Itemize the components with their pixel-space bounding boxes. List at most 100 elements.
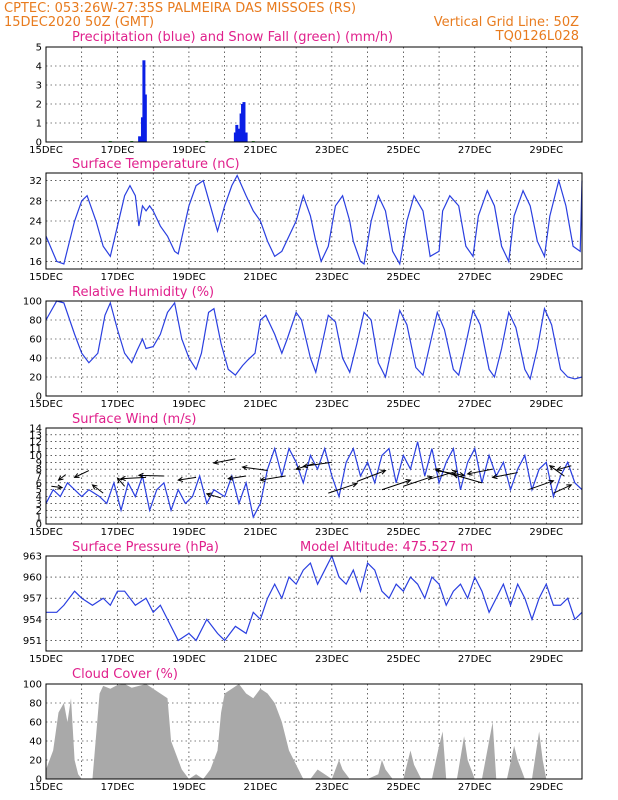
humidity-ytick-label: 100 (23, 297, 42, 308)
humidity-marks: 0 20 40 60 80 100 15DEC 17DEC 19DEC 21DEC 23DEC 25D… (23, 297, 583, 410)
wind-vector-head (57, 475, 64, 481)
precipitation-bar (143, 94, 147, 142)
wind-vector (57, 474, 66, 481)
precipitation-frame (45, 46, 583, 143)
wind-xtick-label: 21DEC (244, 527, 278, 538)
precipitation-ytick-label: 5 (36, 43, 42, 54)
temperature-ytick-label: 24 (29, 217, 42, 228)
wind-frame (45, 427, 583, 525)
wind-vector (227, 475, 247, 481)
cloud-xtick-label: 19DEC (172, 782, 206, 793)
humidity-xtick-label: 29DEC (529, 399, 563, 410)
precipitation-bar (235, 124, 239, 142)
wind-vector (466, 468, 493, 476)
wind-vector (91, 484, 104, 494)
precipitation-xtick-label: 29DEC (529, 145, 563, 156)
temperature-xtick-label: 25DEC (386, 272, 420, 283)
precipitation-xtick-label: 27DEC (458, 145, 492, 156)
cloud-xtick-label: 27DEC (458, 782, 492, 793)
wind-xtick-label: 17DEC (101, 527, 135, 538)
temperature-ytick-label: 16 (29, 257, 42, 268)
temperature-xtick-label: 19DEC (172, 272, 206, 283)
wind-line (45, 441, 583, 519)
humidity-xtick-label: 23DEC (315, 399, 349, 410)
wind-vector (328, 482, 358, 494)
humidity-line (45, 300, 583, 381)
wind-vector-head (73, 473, 80, 478)
pressure-ytick-label: 960 (23, 573, 42, 584)
wind-vector (435, 470, 466, 478)
wind-vector-shaft (74, 470, 90, 478)
pressure-xtick-label: 21DEC (244, 654, 278, 665)
wind-ytick-label: 4 (36, 492, 42, 503)
precipitation-ytick-label: 3 (36, 81, 42, 92)
wind-vector (548, 465, 565, 477)
humidity-xtick-label: 15DEC (29, 399, 63, 410)
precipitation-ytick-label: 4 (36, 62, 42, 73)
temperature-marks: 16 20 24 28 32 15DEC 17DEC 19DEC 21DEC 23DEC 25DEC… (29, 173, 583, 283)
wind-vector-shaft (51, 485, 63, 489)
wind-xtick-label: 15DEC (29, 527, 63, 538)
temperature-xtick-label: 23DEC (315, 272, 349, 283)
wind-ytick-label: 14 (29, 424, 42, 435)
wind-vector-shaft (303, 461, 332, 467)
wind-vector (116, 477, 125, 487)
panel-humidity: Relative Humidity (%) 0 20 40 60 80 100 15DEC 1… (23, 285, 583, 410)
precipitation-xtick-label: 19DEC (172, 145, 206, 156)
wind-vector (51, 484, 64, 490)
wind-vector-head (116, 477, 123, 484)
wind-vector (452, 473, 483, 484)
wind-vector-head (459, 472, 466, 478)
wind-vector-head (241, 465, 248, 471)
wind-vector-head (452, 473, 459, 479)
wind-vector-head (434, 467, 441, 473)
wind-vector-head (137, 472, 144, 479)
pressure-line (46, 554, 583, 642)
wind-vector (73, 470, 90, 478)
wind-xtick-label: 29DEC (529, 527, 563, 538)
wind-vector-shaft (328, 483, 358, 494)
wind-vector (259, 475, 286, 483)
humidity-ytick-label: 0 (36, 392, 42, 403)
precipitation-xtick-label: 15DEC (29, 145, 63, 156)
wind-vector-shaft (453, 474, 483, 484)
wind-vector-head (566, 484, 573, 490)
wind-ytick-label: 7 (36, 472, 42, 483)
cloud-xtick-label: 29DEC (529, 782, 563, 793)
humidity-ytick-label: 80 (29, 316, 42, 327)
wind-vector-shaft (549, 465, 565, 477)
wind-vector-shaft (467, 468, 493, 475)
wind-vector (212, 458, 236, 465)
temperature-ytick-label: 32 (29, 176, 42, 187)
wind-vector (555, 465, 572, 472)
wind-vector-shaft (206, 493, 222, 499)
wind-vector-shaft (117, 477, 125, 487)
temperature-xtick-label: 29DEC (529, 272, 563, 283)
wind-xtick-label: 25DEC (386, 527, 420, 538)
wind-vector (205, 492, 222, 499)
humidity-xtick-label: 17DEC (101, 399, 135, 410)
precipitation-xtick-label: 17DEC (101, 145, 135, 156)
wind-vector-head (302, 463, 309, 469)
pressure-xtick-label: 25DEC (386, 654, 420, 665)
precipitation-xtick-label: 21DEC (244, 145, 278, 156)
cloud-xtick-label: 21DEC (244, 782, 278, 793)
wind-vector-head (548, 465, 555, 471)
wind-vector-head (177, 476, 184, 483)
pressure-frame (45, 555, 583, 652)
wind-vector-head (548, 479, 555, 485)
wind-vector (302, 461, 332, 469)
precipitation-xtick-label: 23DEC (315, 145, 349, 156)
precipitation-ytick-label: 0 (36, 138, 42, 149)
wind-vector-shaft (121, 476, 147, 480)
wind-vector-shaft (492, 472, 518, 478)
cloud-ytick-label: 80 (29, 699, 42, 710)
temperature-xtick-label: 21DEC (244, 272, 278, 283)
panel-wind: Surface Wind (m/s) 012345678910111213141… (29, 412, 583, 538)
cloud-xtick-label: 25DEC (386, 782, 420, 793)
wind-ytick-label: 3 (36, 499, 42, 510)
wind-vector-head (57, 484, 64, 490)
humidity-ytick-label: 40 (29, 354, 42, 365)
wind-vector-shaft (138, 474, 164, 477)
